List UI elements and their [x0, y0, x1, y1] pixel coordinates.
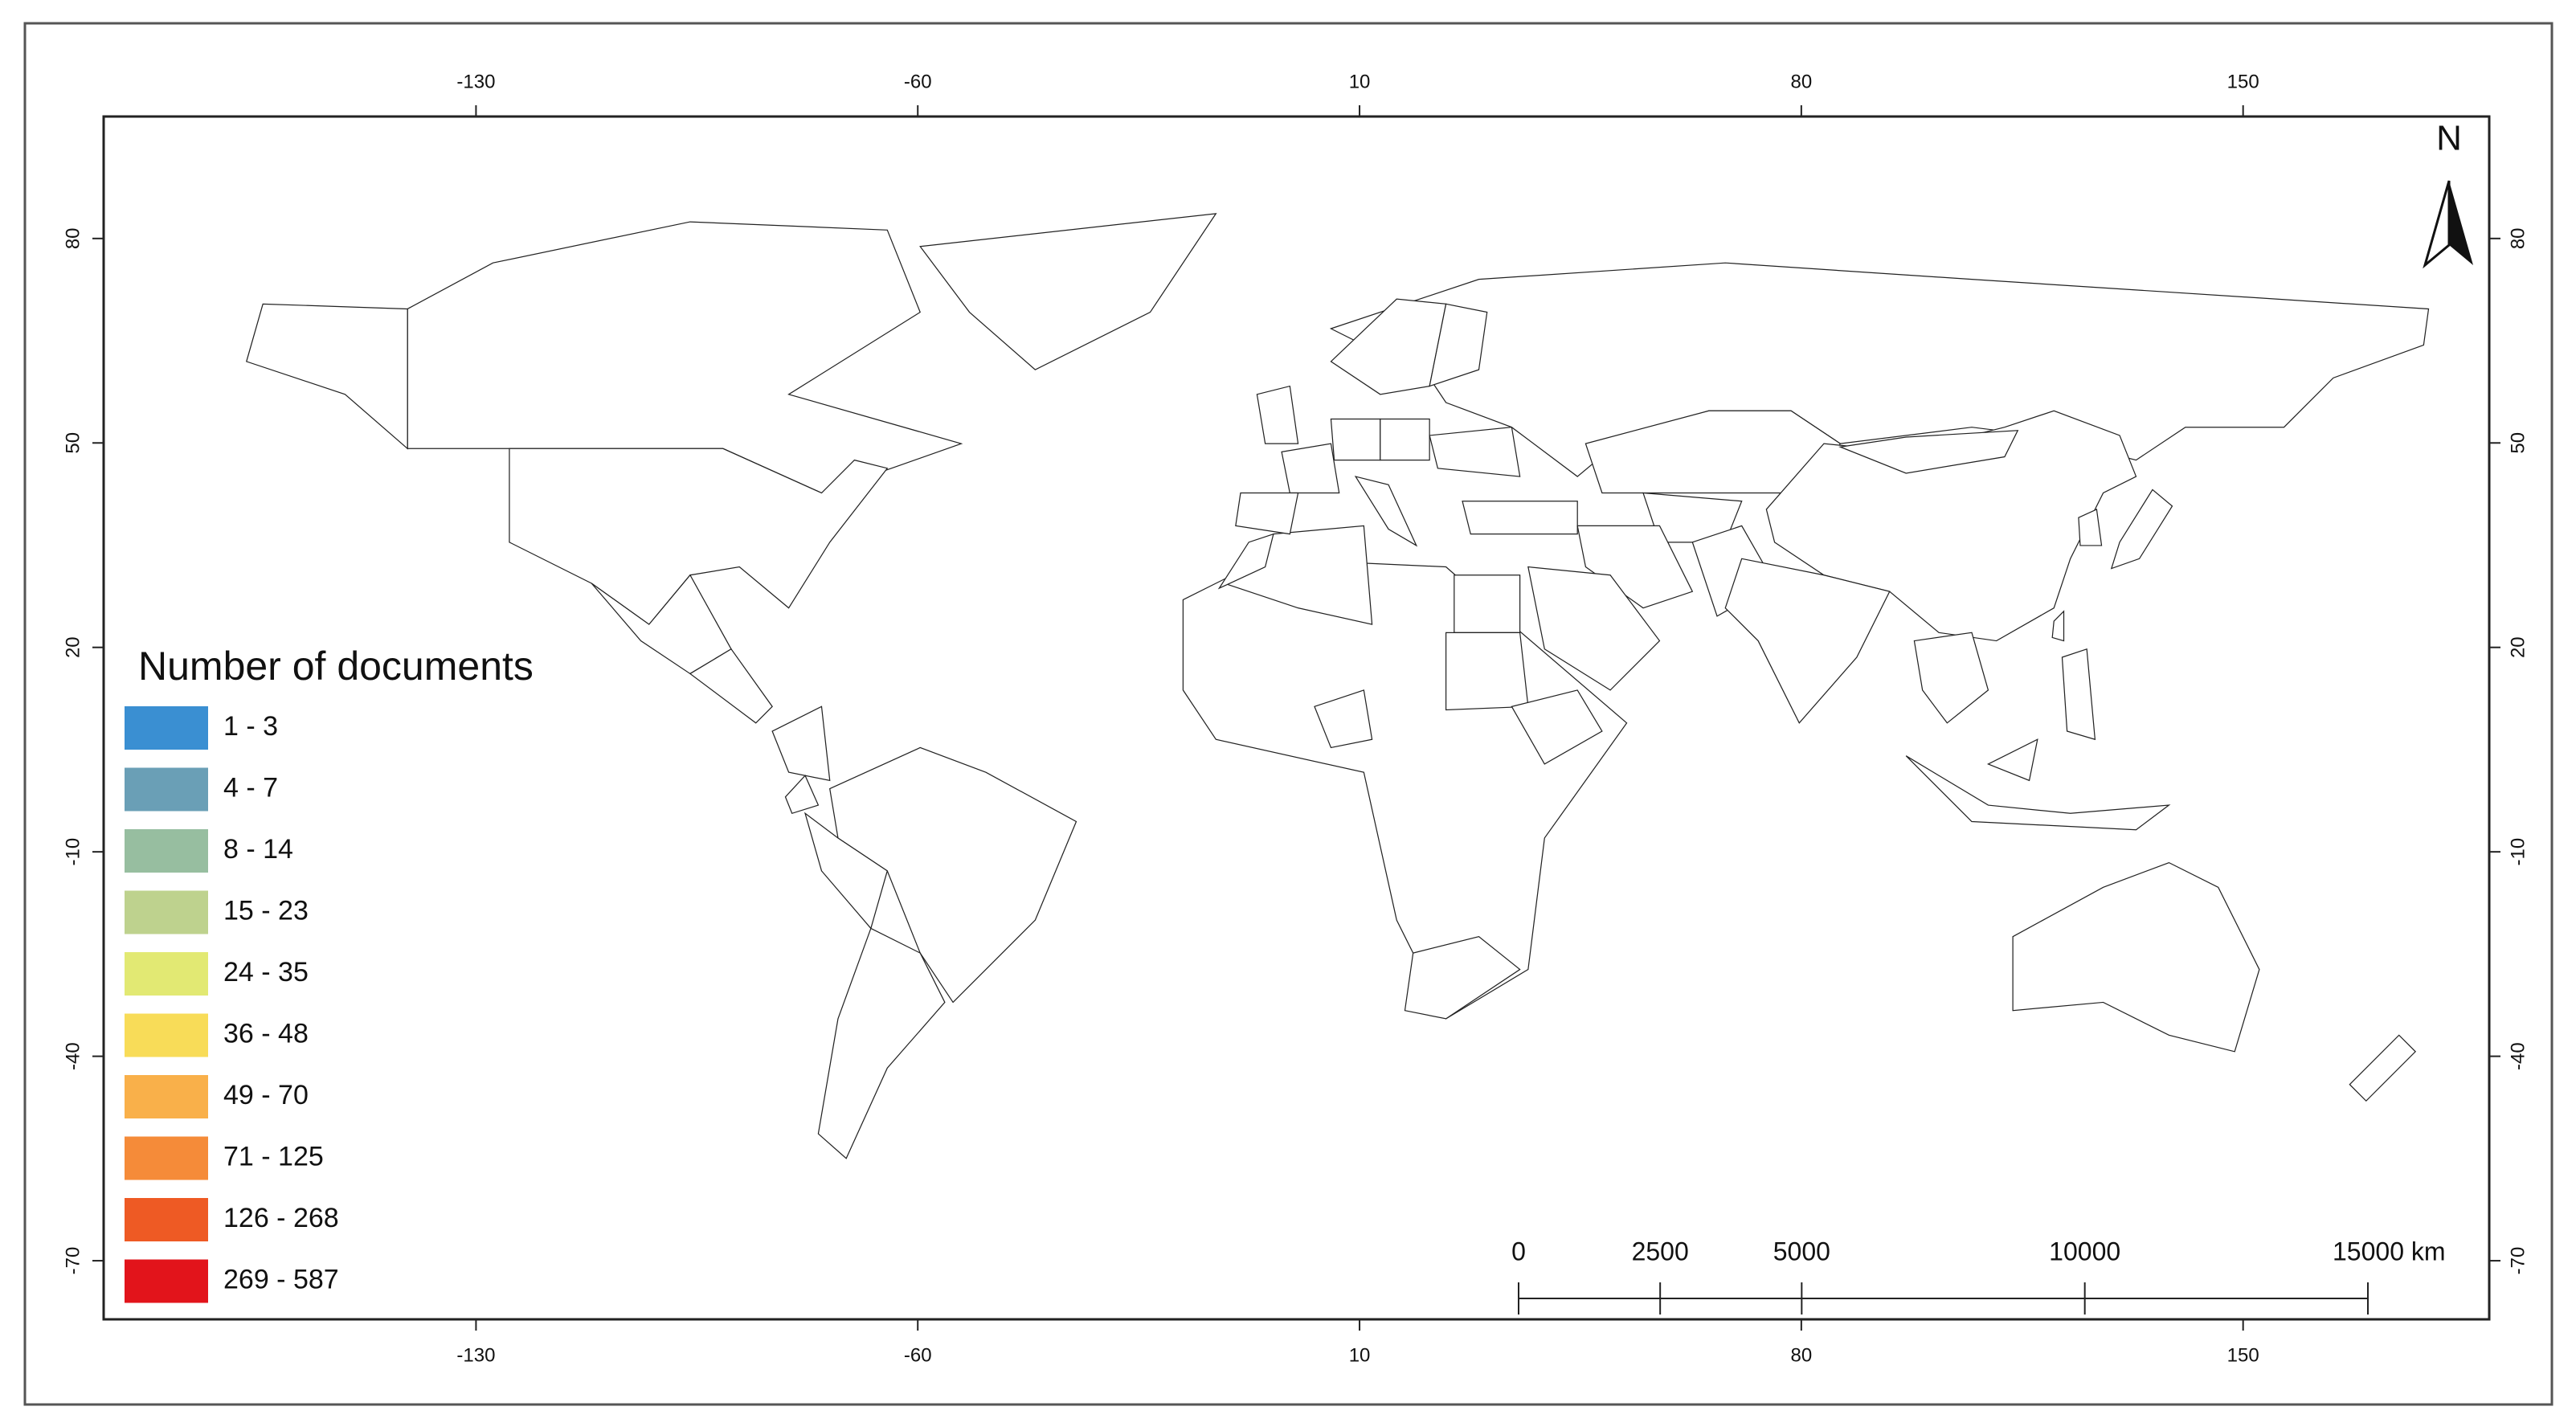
x-tick-label: 150 [2227, 1344, 2259, 1366]
legend-label: 4 - 7 [223, 772, 278, 803]
x-tick-label: -130 [456, 71, 495, 92]
turkey [1462, 501, 1578, 535]
egypt [1454, 574, 1521, 633]
y-tick-label: -70 [62, 1247, 84, 1275]
greenland [919, 213, 1217, 370]
north-label: N [2436, 119, 2462, 158]
y-tick-label: 80 [2507, 227, 2529, 249]
y-tick-label: 50 [2507, 432, 2529, 454]
legend-swatch [125, 1259, 208, 1303]
legend-label: 24 - 35 [223, 957, 309, 987]
legend-swatch [125, 1013, 208, 1057]
ukraine [1429, 427, 1521, 477]
y-tick-label: -10 [2507, 838, 2529, 866]
scale-bar-label: 0 [1511, 1237, 1526, 1265]
peru [803, 812, 889, 930]
x-tick-label: -60 [904, 1344, 932, 1366]
y-tick-label: -40 [62, 1042, 84, 1070]
ecuador [784, 775, 820, 815]
legend-label: 126 - 268 [223, 1203, 339, 1233]
poland [1380, 418, 1430, 461]
uk [1256, 385, 1299, 444]
india [1724, 558, 1891, 724]
legend-label: 71 - 125 [223, 1141, 324, 1171]
legend-label: 36 - 48 [223, 1018, 309, 1049]
france [1281, 443, 1340, 494]
legend-label: 15 - 23 [223, 895, 309, 926]
legend-label: 49 - 70 [223, 1080, 309, 1110]
south-africa [1404, 935, 1521, 1020]
sudan [1445, 632, 1529, 711]
argentina-chile [817, 927, 946, 1159]
legend-swatch [125, 1075, 208, 1118]
morocco [1217, 533, 1274, 590]
x-tick-label: 150 [2227, 71, 2259, 92]
philippines [2061, 648, 2096, 741]
australia [2012, 861, 2260, 1053]
x-tick-label: 10 [1349, 71, 1371, 92]
taiwan [2051, 610, 2065, 642]
japan [2110, 489, 2173, 570]
x-tick-label: 80 [1791, 1344, 1813, 1366]
central-america [689, 648, 773, 724]
legend-label: 269 - 587 [223, 1264, 339, 1294]
indonesia [1905, 755, 2171, 831]
scale-bar-label: 15000 km [2333, 1237, 2446, 1265]
germany [1330, 418, 1381, 461]
new-zealand [2349, 1034, 2417, 1102]
y-tick-label: 80 [62, 227, 84, 249]
y-tick-label: 20 [62, 636, 84, 658]
legend-title: Number of documents [138, 644, 534, 689]
korea [2078, 509, 2103, 546]
legend-swatch [125, 706, 208, 750]
legend-swatch [125, 1136, 208, 1180]
y-tick-label: 20 [2507, 636, 2529, 658]
y-tick-label: -40 [2507, 1042, 2529, 1070]
legend-swatch [125, 829, 208, 873]
legend-swatch [125, 890, 208, 934]
iran [1576, 525, 1694, 609]
thailand-vietnam [1913, 632, 1989, 724]
scale-bar-label: 5000 [1773, 1237, 1830, 1265]
colombia [771, 705, 831, 782]
alaska [245, 303, 408, 450]
y-tick-label: -70 [2507, 1247, 2529, 1275]
legend-swatch [125, 952, 208, 996]
north-arrow-right [2449, 181, 2473, 265]
finland [1429, 303, 1488, 387]
ethiopia [1511, 689, 1603, 765]
y-tick-label: -10 [62, 838, 84, 866]
mongolia [1838, 430, 2019, 474]
nigeria [1314, 689, 1373, 749]
x-tick-label: -60 [904, 71, 932, 92]
countries [245, 213, 2430, 1159]
x-tick-label: -130 [456, 1344, 495, 1366]
saudi-arabia [1527, 566, 1661, 691]
malaysia [1986, 738, 2038, 782]
x-tick-label: 80 [1791, 71, 1813, 92]
italy [1354, 476, 1418, 547]
legend-label: 8 - 14 [223, 834, 293, 865]
scale-bar-label: 10000 [2049, 1237, 2120, 1265]
legend-label: 1 - 3 [223, 711, 278, 742]
legend-swatch [125, 1198, 208, 1241]
legend-swatch [125, 767, 208, 812]
spain [1235, 492, 1299, 535]
y-tick-label: 50 [62, 432, 84, 454]
north-arrow: N [2423, 119, 2473, 269]
x-tick-label: 10 [1349, 1344, 1371, 1366]
scale-bar-label: 2500 [1632, 1237, 1689, 1265]
